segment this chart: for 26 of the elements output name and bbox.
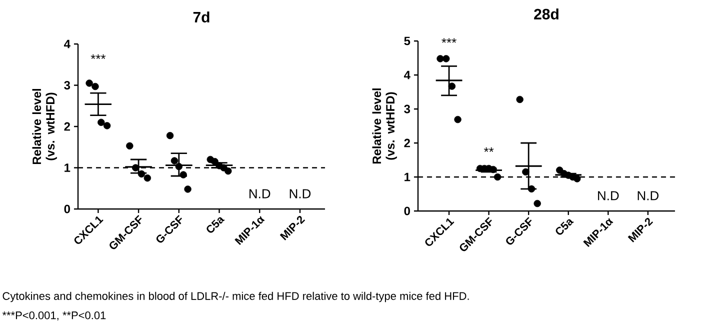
y-tick-label: 5 (404, 36, 410, 46)
text: ***P<0.001, **P<0.01 (2, 311, 106, 321)
y-tick-label: 4 (404, 70, 410, 80)
y-axis-title: Relative level (vs. wtHFD) (372, 88, 397, 164)
y-tick-label: 3 (404, 104, 410, 114)
y-tick-label: 1 (64, 164, 70, 172)
chart-title: 7d (193, 11, 210, 22)
y-tick-label: 2 (404, 138, 410, 148)
annotation: N.D (249, 189, 270, 198)
annotation: ** (484, 147, 494, 152)
y-tick-label: 1 (404, 172, 410, 182)
y-tick-label: 2 (64, 122, 70, 131)
y-tick-label: 0 (404, 206, 410, 216)
annotation: N.D (598, 191, 619, 200)
annotation: N.D (638, 191, 659, 200)
y-tick-label: 0 (64, 204, 70, 214)
y-tick-label: 4 (64, 40, 70, 48)
text: Cytokines and chemokines in blood of LDLR-/- mice fed HFD relative to wild-type mice fed HFD. (2, 292, 469, 302)
y-axis-title: Relative level (vs. wtHFD) (32, 89, 57, 164)
annotation: N.D (290, 189, 311, 198)
x-tick-label: C5a (556, 219, 574, 235)
annotation: *** (442, 38, 456, 43)
chart-title: 28d (534, 8, 558, 20)
y-tick-label: 3 (64, 80, 70, 90)
x-tick-label: C5a (206, 217, 225, 233)
annotation: *** (90, 54, 106, 59)
